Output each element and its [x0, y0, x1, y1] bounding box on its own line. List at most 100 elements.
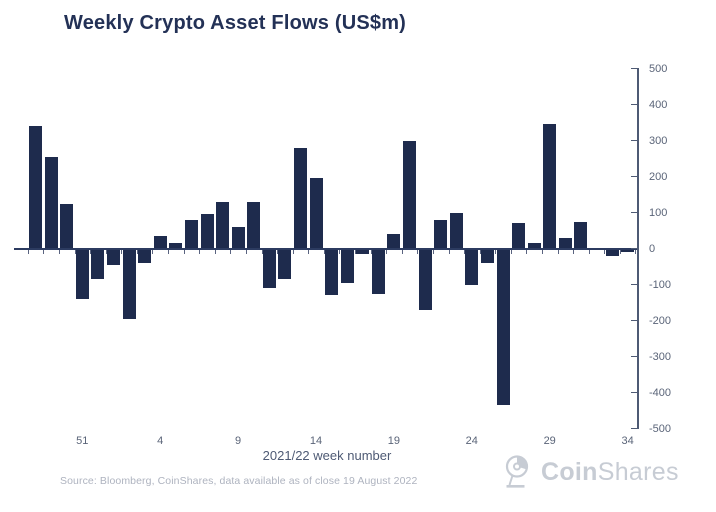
x-minor-tick [121, 250, 123, 254]
bar-week-1 [107, 248, 120, 265]
bar-week-7 [200, 214, 214, 249]
y-tick [631, 175, 638, 178]
x-minor-tick [432, 250, 434, 254]
bar-week-25 [480, 248, 494, 263]
x-minor-tick [573, 250, 575, 254]
x-minor-tick [526, 250, 528, 254]
x-minor-tick [245, 250, 247, 254]
y-tick-label: -400 [649, 386, 672, 399]
x-tick-label: 51 [76, 435, 89, 447]
bar-week-12 [278, 248, 292, 280]
x-axis-title: 2021/22 week number [262, 448, 392, 463]
x-minor-tick [277, 250, 279, 254]
bar-week-31 [574, 221, 588, 249]
coinshares-logo: CoinShares [497, 452, 679, 492]
y-tick-label: 0 [649, 242, 656, 255]
y-tick [631, 103, 638, 106]
y-tick [631, 247, 638, 250]
bar-week-24 [465, 248, 479, 285]
bar-week-33 [605, 248, 619, 256]
x-minor-tick [417, 250, 419, 254]
y-tick-label: 100 [649, 206, 668, 219]
bar-week-23 [449, 212, 463, 249]
x-minor-tick [448, 250, 450, 254]
y-tick-label: -300 [649, 350, 672, 363]
bar-week-27 [512, 223, 526, 249]
y-tick [631, 391, 638, 394]
bar-week-9 [231, 226, 245, 249]
x-minor-tick [152, 250, 154, 254]
y-tick-label: 300 [649, 134, 668, 147]
x-minor-tick [27, 250, 29, 254]
x-minor-tick [105, 250, 107, 254]
x-minor-tick [323, 250, 325, 254]
bar-week-8 [216, 201, 230, 249]
x-tick-label: 9 [235, 435, 242, 447]
x-minor-tick [604, 250, 606, 254]
x-tick-label: 19 [387, 435, 401, 447]
wordmark-coin: Coin [541, 457, 598, 486]
x-minor-tick [355, 250, 356, 254]
bar-week-15 [325, 248, 339, 296]
bar-week-10 [247, 201, 261, 249]
x-minor-tick [308, 250, 310, 254]
x-tick-label: 24 [465, 435, 478, 447]
x-minor-tick [339, 250, 341, 254]
source-note: Source: Bloomberg, CoinShares, data avai… [60, 475, 418, 487]
x-minor-tick [292, 250, 294, 254]
x-minor-tick [635, 250, 637, 254]
bar-week-5 [169, 243, 183, 249]
bar-week-6 [184, 219, 198, 249]
x-minor-tick [370, 250, 372, 254]
y-tick [631, 427, 638, 430]
bar-week-51 [75, 248, 89, 299]
bar-week-26 [496, 248, 510, 406]
bar-week-17 [356, 248, 370, 254]
bar-week-49 [44, 156, 58, 249]
bar-week-50 [60, 203, 74, 249]
bar-week-20 [403, 140, 416, 249]
coinshares-wordmark: CoinShares [541, 457, 679, 486]
y-tick-label: 400 [649, 98, 668, 111]
bar-week-29 [543, 124, 557, 249]
x-minor-tick [542, 250, 543, 254]
x-minor-tick [479, 250, 481, 254]
x-tick-label: 4 [157, 435, 164, 447]
y-tick-label: 200 [649, 170, 668, 183]
x-tick-label: 14 [309, 435, 323, 447]
bar-week-30 [558, 237, 572, 249]
bar-week-18 [371, 248, 385, 294]
bar-week-28 [527, 243, 541, 249]
bar-week-19 [387, 234, 401, 249]
x-minor-tick [90, 250, 92, 254]
bar-week-34 [621, 248, 635, 253]
bar-week-4 [153, 235, 167, 249]
x-minor-tick [464, 250, 466, 254]
bar-week-16 [340, 248, 354, 283]
wordmark-shares: Shares [597, 457, 679, 486]
y-tick [631, 319, 638, 322]
x-minor-tick [510, 250, 512, 254]
x-minor-tick [261, 250, 263, 254]
x-minor-tick [214, 250, 216, 254]
x-minor-tick [230, 250, 232, 254]
y-tick-label: -500 [649, 422, 672, 435]
y-tick [631, 67, 638, 70]
y-tick-label: -100 [649, 278, 672, 291]
x-minor-tick [136, 250, 138, 254]
chart-title: Weekly Crypto Asset Flows (US$m) [64, 12, 407, 34]
bar-week-22 [434, 219, 448, 249]
x-minor-tick [59, 250, 60, 254]
x-minor-tick [183, 250, 185, 254]
y-tick-label: -200 [649, 314, 672, 327]
x-minor-tick [168, 250, 169, 254]
bar-week-52 [91, 248, 105, 280]
x-tick-label: 34 [621, 435, 634, 447]
y-tick [631, 355, 638, 358]
x-minor-tick [386, 250, 388, 254]
x-minor-tick [43, 250, 45, 254]
bar-week-13 [294, 147, 307, 249]
bar-week-3 [138, 248, 152, 263]
